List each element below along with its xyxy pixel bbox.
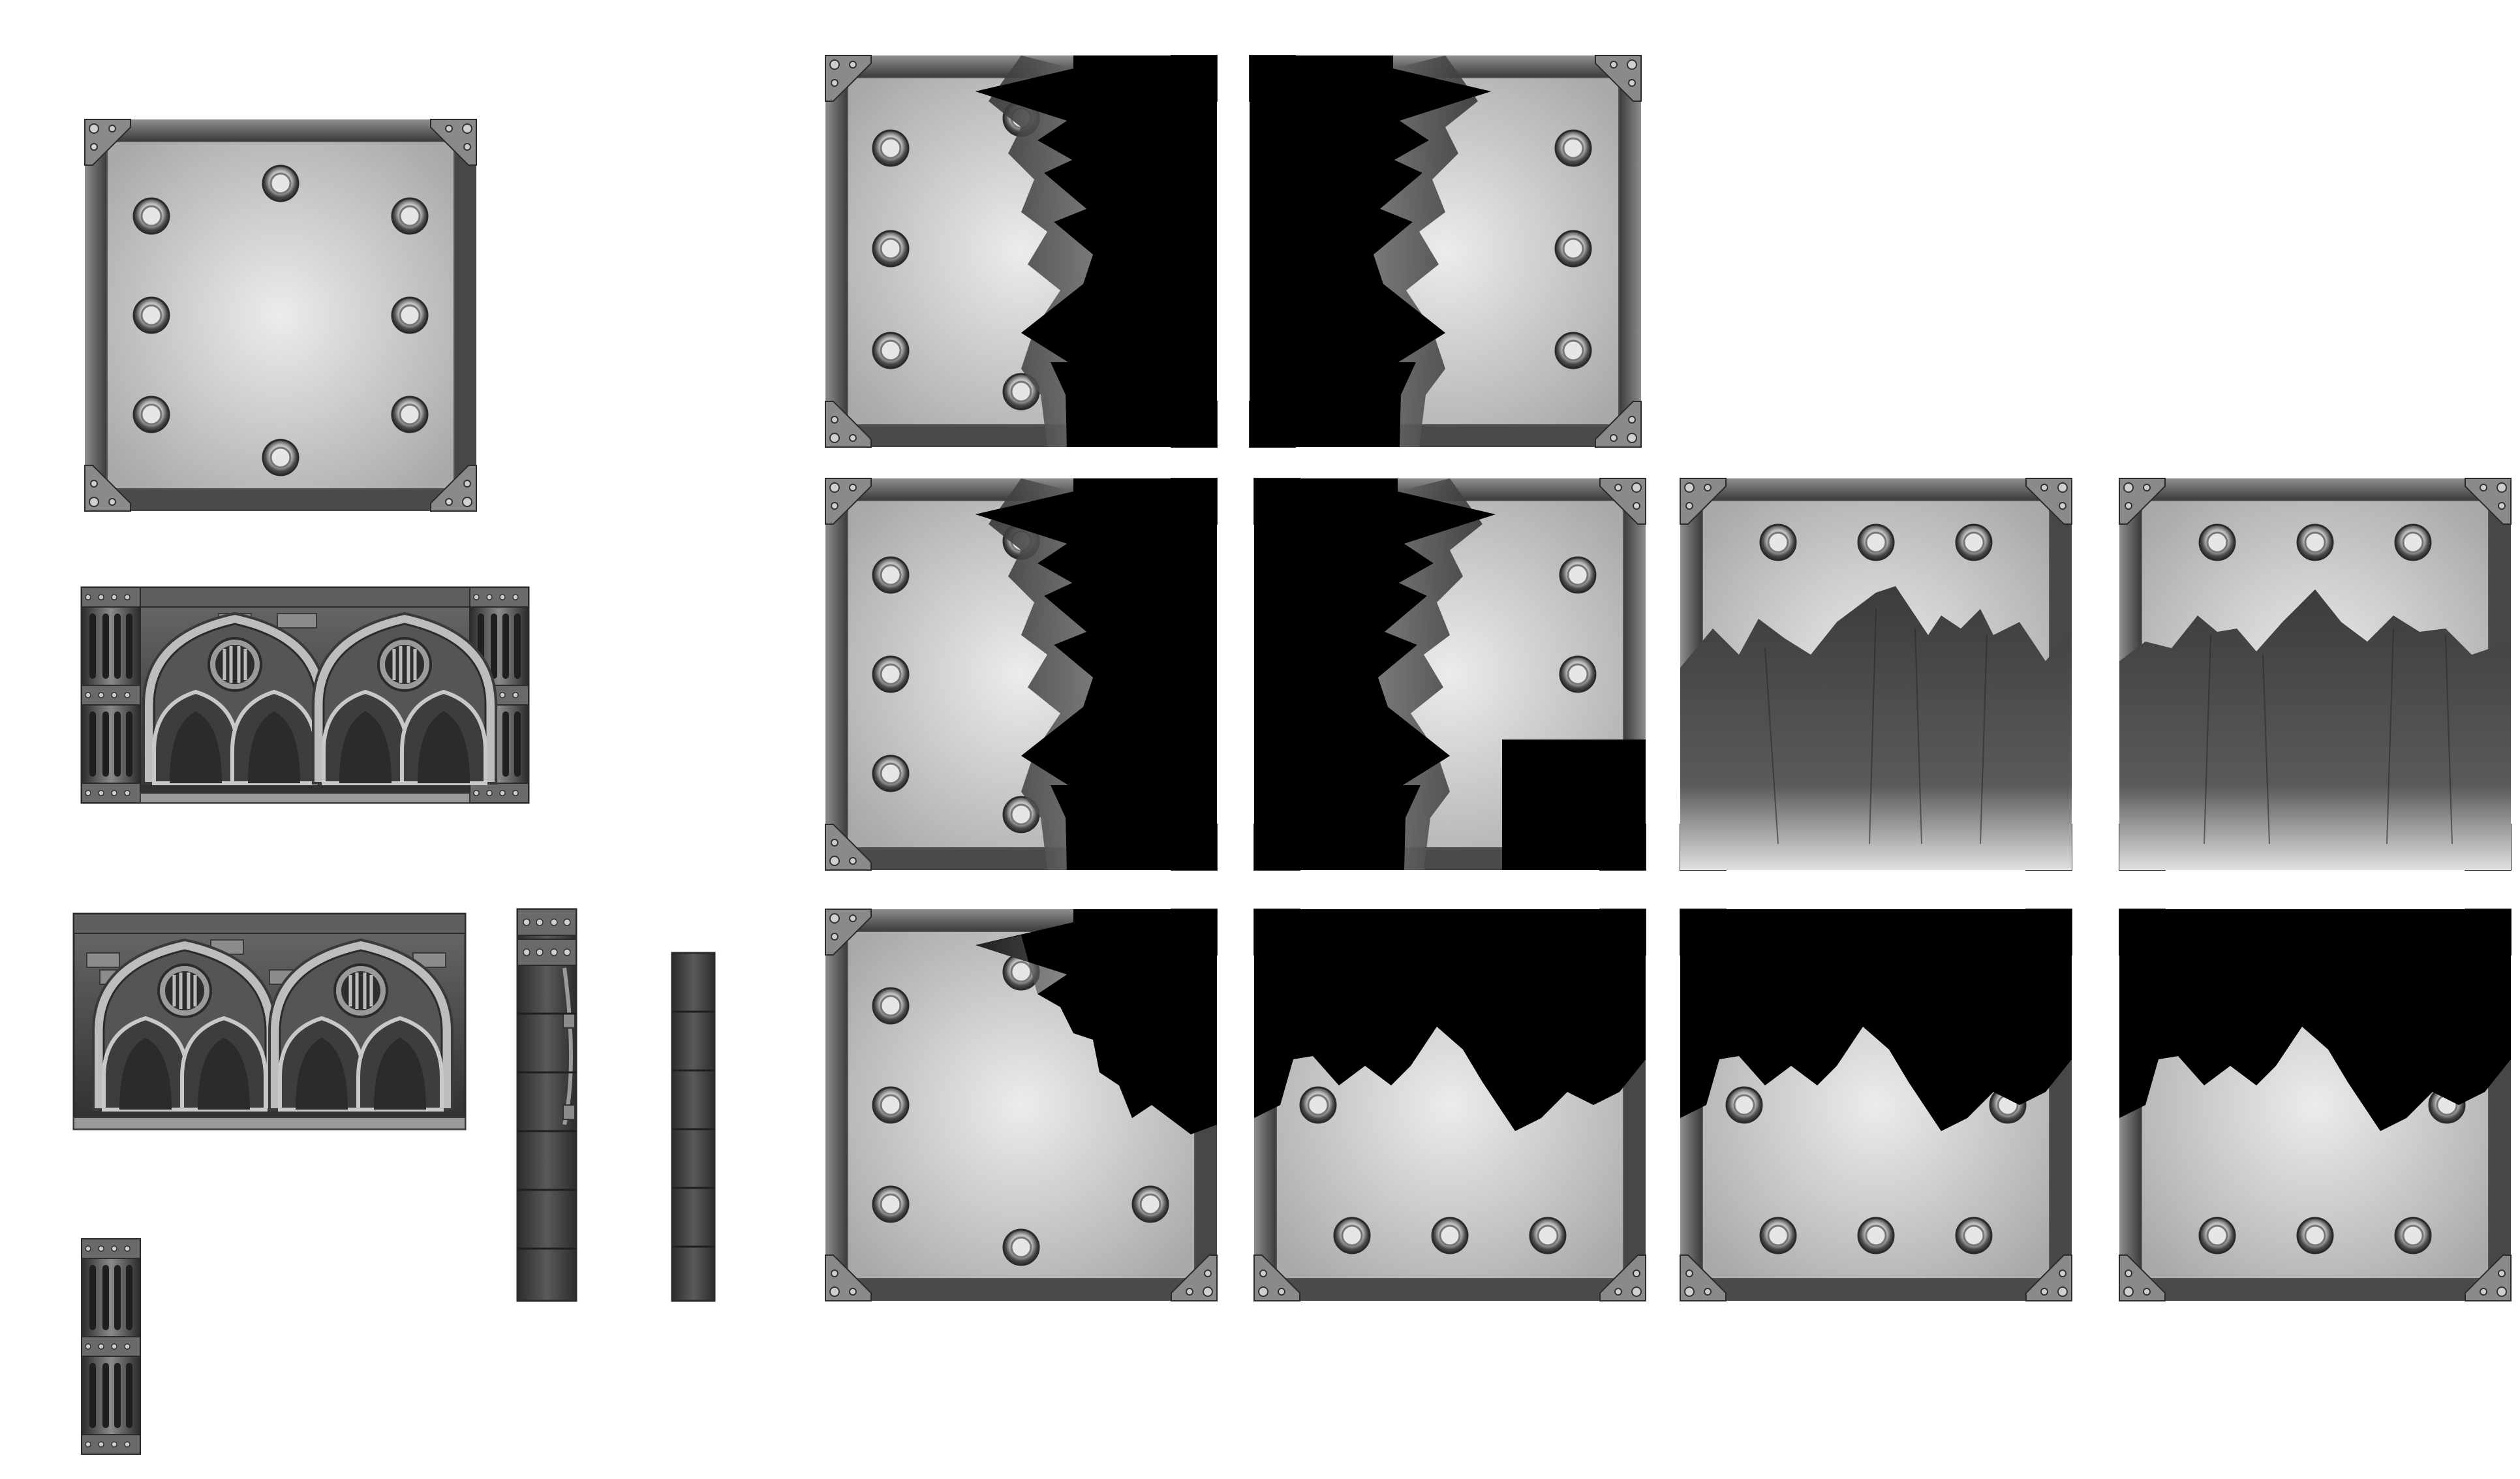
- torn-panel-right-1: [1249, 55, 1642, 448]
- gothic-wall-with-pillars: [80, 586, 530, 804]
- gothic-wall: [72, 912, 467, 1130]
- torn-panel-top-3: [2119, 909, 2512, 1301]
- torn-panel-corner: [825, 909, 1218, 1301]
- torn-panel-bottom-1: [1680, 478, 2072, 871]
- torn-panel-top-2: [1680, 909, 2072, 1301]
- pillar-short: [81, 1238, 141, 1455]
- torn-panel-bottom-2: [2119, 478, 2512, 871]
- torn-panel-left-1: [825, 55, 1218, 448]
- torn-panel-left-2: [825, 478, 1218, 871]
- torn-panel-top-1: [1253, 909, 1646, 1301]
- torn-panel-right-2: [1253, 478, 1646, 871]
- wall-edge-vertical: [516, 908, 577, 1302]
- wall-segment-vertical: [671, 952, 716, 1302]
- floor-panel-full: [84, 119, 477, 512]
